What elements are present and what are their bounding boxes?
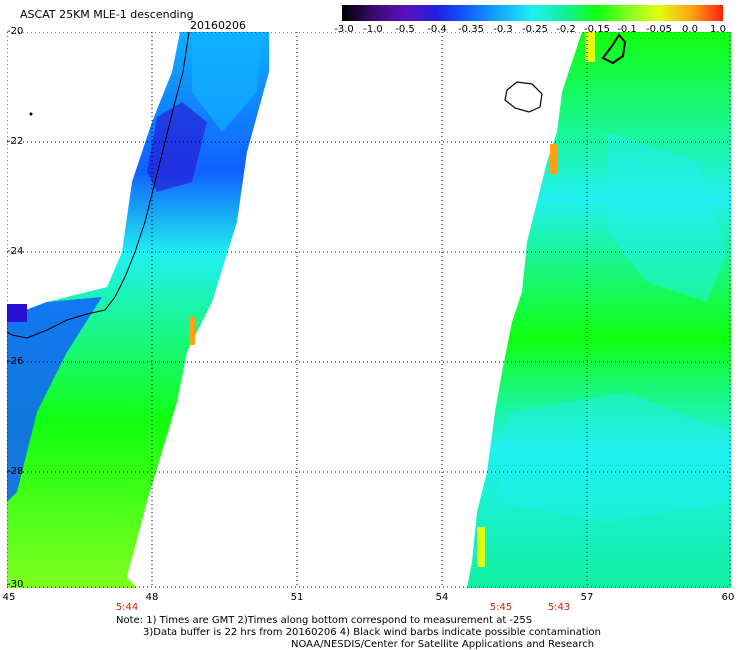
colorbar-label: -0.25 — [522, 24, 548, 35]
chart-title: ASCAT 25KM MLE-1 descending — [20, 8, 194, 21]
wind-map — [7, 32, 731, 588]
colorbar-label: -0.2 — [556, 24, 576, 35]
colorbar-label: -3.0 — [334, 24, 354, 35]
lon-label: 48 — [145, 592, 159, 603]
lon-label: 51 — [290, 592, 304, 603]
right-swath-yellow-spot — [477, 527, 485, 567]
colorbar-label: -0.15 — [584, 24, 610, 35]
left-swath — [7, 32, 269, 588]
date-label: 20160206 — [190, 19, 246, 32]
lat-label: -22 — [7, 136, 24, 147]
colorbar-label: -0.3 — [493, 24, 513, 35]
colorbar-label: -0.1 — [617, 24, 637, 35]
colorbar-label: 0.0 — [682, 24, 698, 35]
lat-label: -20 — [7, 26, 24, 37]
left-swath-deep-blue-corner — [7, 304, 27, 322]
colorbar-label: 1.0 — [710, 24, 726, 35]
colorbar-label: -0.4 — [427, 24, 447, 35]
note-line-3: NOAA/NESDIS/Center for Satellite Applica… — [291, 639, 595, 650]
lat-lon-grid — [7, 32, 731, 588]
right-swath-cyan — [607, 132, 727, 302]
pass-time: 5:45 — [489, 602, 513, 613]
colorbar-label: -1.0 — [363, 24, 383, 35]
island-dot — [29, 112, 33, 116]
right-swath-cyan-south — [497, 392, 731, 522]
pass-time: 5:44 — [115, 602, 139, 613]
lon-label: 60 — [721, 592, 735, 603]
left-swath-orange-spot — [189, 317, 195, 345]
lat-label: -26 — [7, 356, 24, 367]
note-line-1: Note: 1) Times are GMT 2)Times along bot… — [116, 615, 533, 626]
colorbar-label: -0.05 — [646, 24, 672, 35]
lat-label: -24 — [7, 246, 24, 257]
left-swath-blue-edge — [7, 297, 102, 502]
note-line-2: 3)Data buffer is 22 hrs from 20160206 4)… — [143, 627, 601, 638]
right-swath-orange-spot — [550, 144, 557, 174]
left-swath-deep-blue — [147, 102, 207, 192]
lat-label: -30 — [7, 579, 24, 590]
lat-label: -28 — [7, 466, 24, 477]
lon-label: 57 — [580, 592, 594, 603]
colorbar-label: -0.35 — [458, 24, 484, 35]
madagascar-coastline — [7, 32, 190, 339]
pass-time: 5:43 — [547, 602, 571, 613]
lon-label: 54 — [435, 592, 449, 603]
colorbar-label: -0.5 — [395, 24, 415, 35]
left-swath-cyan — [192, 32, 262, 132]
reunion-island-outline — [504, 81, 543, 113]
color-scale-bar — [342, 5, 723, 21]
mauritius-island-outline — [601, 33, 627, 65]
right-swath-yellow-north — [585, 32, 595, 62]
lon-label: 45 — [2, 592, 16, 603]
